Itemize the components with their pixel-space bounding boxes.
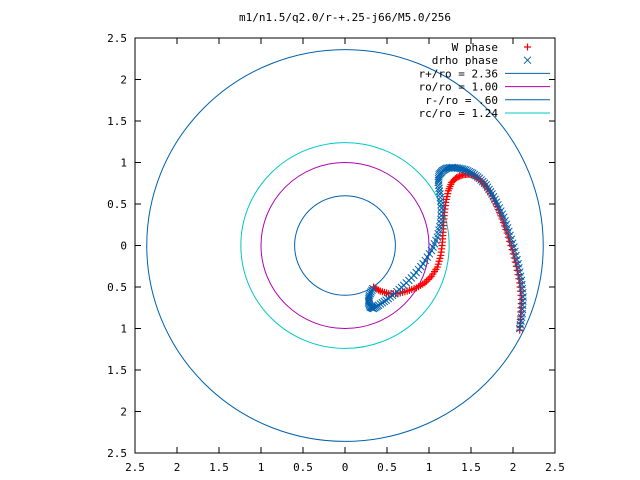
- legend-entry-5: rc/ro = 1.24: [419, 107, 550, 120]
- data-point: [437, 200, 446, 209]
- data-point: [488, 190, 496, 198]
- y-tick-label: 1.5: [107, 364, 127, 377]
- data-point: [421, 256, 430, 265]
- data-point: [437, 204, 446, 213]
- data-point: [428, 272, 436, 280]
- x-tick-label: 0.5: [377, 461, 397, 474]
- data-point: [510, 254, 518, 262]
- data-point: [435, 187, 444, 195]
- data-point: [436, 193, 445, 202]
- data-point: [425, 249, 434, 258]
- legend-entry-1: drho phase: [432, 54, 532, 67]
- chart-title: m1/n1.5/q2.0/r-+.25-j66/M5.0/256: [239, 11, 451, 24]
- y-tick-label: 2: [120, 406, 127, 419]
- y-tick-label: 1: [120, 323, 127, 336]
- legend-label: rc/ro = 1.24: [419, 107, 499, 120]
- data-point: [423, 253, 432, 261]
- legend-label: r+/ro = 2.36: [419, 67, 498, 80]
- data-point: [485, 185, 493, 194]
- data-point: [426, 274, 434, 282]
- x-tick-label: 0: [342, 461, 349, 474]
- data-point: [368, 284, 377, 293]
- data-point: [483, 183, 492, 192]
- y-tick-label: 2.5: [107, 447, 127, 460]
- x-tick-label: 2.5: [545, 461, 565, 474]
- legend-marker: [524, 43, 531, 51]
- legend-entry-2: r+/ro = 2.36: [419, 67, 550, 80]
- legend-entry-3: ro/ro = 1.00: [419, 81, 550, 94]
- data-point: [511, 258, 519, 266]
- x-tick-label: 2.5: [125, 461, 145, 474]
- data-point: [436, 197, 445, 205]
- data-point: [486, 187, 495, 196]
- data-point: [365, 294, 373, 303]
- point-series-1: [364, 163, 527, 333]
- data-point: [422, 277, 430, 285]
- legend-entry-4: r-/ro = .60: [425, 94, 550, 107]
- y-tick-label: 1.5: [107, 115, 127, 128]
- x-tick-label: 2: [174, 461, 181, 474]
- x-tick-label: 2: [510, 461, 517, 474]
- circle-series-3: [240, 142, 450, 349]
- circle-series-0: [146, 49, 544, 442]
- point-series-0: [370, 170, 525, 334]
- x-tick-label: 1: [258, 461, 265, 474]
- x-tick-label: 1.5: [461, 461, 481, 474]
- legend-marker: [523, 56, 532, 65]
- y-tick-label: 1: [120, 157, 127, 170]
- series-layer: [146, 49, 544, 442]
- circle-series-1: [260, 162, 430, 329]
- y-tick-label: 2.5: [107, 32, 127, 45]
- data-point: [437, 211, 446, 220]
- x-tick-label: 1.5: [209, 461, 229, 474]
- ticks-layer: 2.5 2 1.5 1 0.5 0 0.5 1 1.5 2 2.52.521.510.500.511…: [107, 32, 565, 474]
- x-tick-label: 0.5: [293, 461, 313, 474]
- data-point: [436, 190, 444, 198]
- circle-series-2: [294, 195, 396, 296]
- legend-entry-0: W phase: [452, 41, 531, 54]
- legend-label: ro/ro = 1.00: [419, 81, 498, 94]
- legend-label: W phase: [452, 41, 498, 54]
- y-tick-label: 0.5: [107, 281, 127, 294]
- data-point: [424, 276, 432, 284]
- data-point: [459, 171, 467, 179]
- data-point: [427, 246, 436, 255]
- y-tick-label: 2: [120, 74, 127, 87]
- data-point: [509, 250, 517, 258]
- legend-label: drho phase: [432, 54, 498, 67]
- legend-label: r-/ro = .60: [425, 94, 498, 107]
- data-point: [437, 208, 446, 216]
- data-point: [456, 172, 464, 180]
- data-point: [368, 286, 376, 295]
- x-tick-label: 1: [426, 461, 433, 474]
- y-tick-label: 0: [120, 240, 127, 253]
- y-tick-label: 0.5: [107, 198, 127, 211]
- data-point: [437, 215, 445, 224]
- data-point: [508, 246, 516, 254]
